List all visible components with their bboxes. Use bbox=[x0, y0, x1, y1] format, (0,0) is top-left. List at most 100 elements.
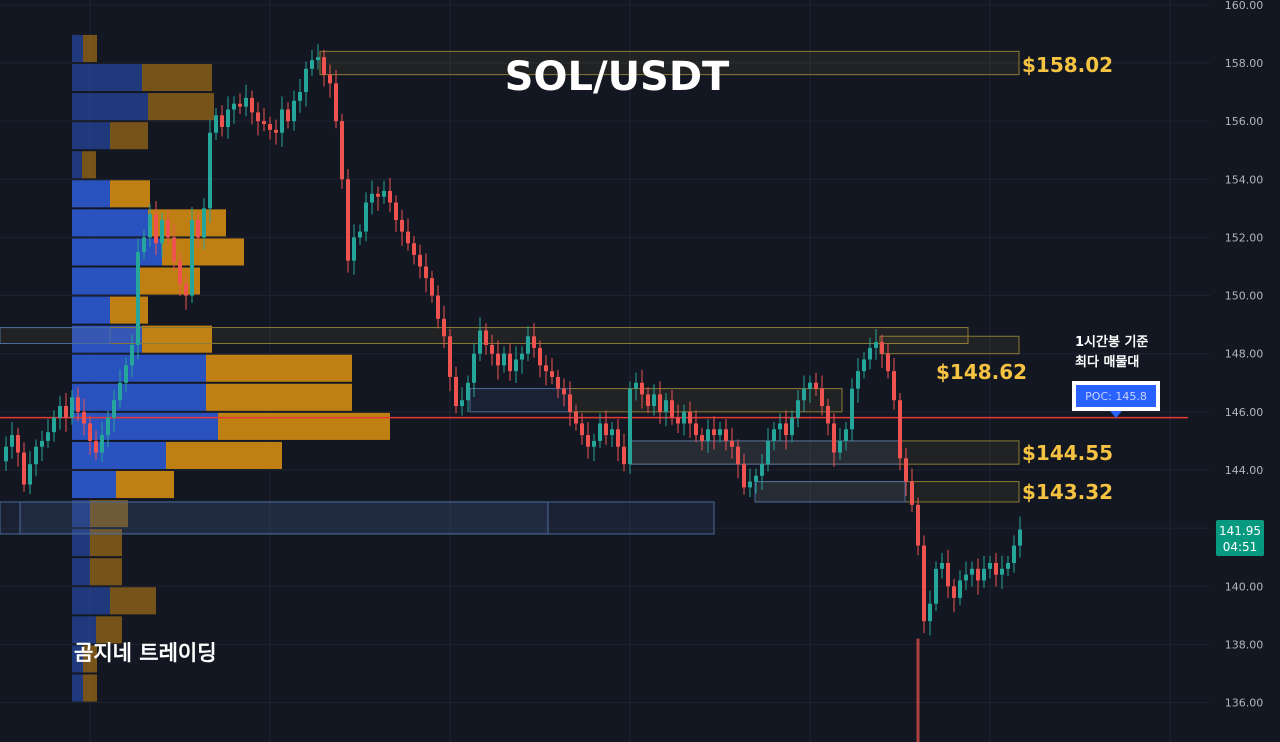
volume-profile-sell-bar bbox=[110, 296, 148, 324]
candle-body bbox=[124, 365, 128, 383]
candle-body bbox=[514, 359, 518, 372]
volume-profile-sell-bar bbox=[142, 64, 212, 92]
candle-body bbox=[814, 382, 818, 389]
candle-body bbox=[958, 580, 962, 598]
volume-profile-buy-bar bbox=[72, 674, 83, 702]
candle-body bbox=[400, 219, 404, 232]
candle-body bbox=[832, 423, 836, 453]
candle-body bbox=[862, 359, 866, 372]
zone-144-blue bbox=[629, 440, 901, 465]
volume-profile-sell-bar bbox=[83, 34, 97, 62]
candle-body bbox=[196, 219, 200, 238]
zone-148-right bbox=[879, 335, 1020, 355]
volume-profile-sell-bar bbox=[82, 151, 96, 179]
volume-profile-buy-bar bbox=[72, 238, 162, 266]
candle-body bbox=[562, 388, 566, 395]
candle-body bbox=[238, 103, 242, 107]
candle-body bbox=[94, 440, 98, 453]
candle-body bbox=[310, 60, 314, 69]
candle-body bbox=[580, 423, 584, 436]
zone-142-inner bbox=[19, 501, 549, 535]
volume-profile-buy-bar bbox=[72, 64, 142, 92]
volume-profile-buy-bar bbox=[72, 180, 110, 208]
zone-148-left-blue bbox=[0, 327, 111, 345]
y-tick-label: 158.00 bbox=[1225, 57, 1264, 70]
candle-body bbox=[100, 435, 104, 453]
y-tick-label: 144.00 bbox=[1225, 464, 1264, 477]
candle-body bbox=[940, 563, 944, 569]
candle-body bbox=[274, 129, 278, 133]
y-tick-label: 156.00 bbox=[1225, 115, 1264, 128]
candle-body bbox=[556, 376, 560, 389]
volume-profile-sell-bar bbox=[218, 412, 390, 440]
volume-profile-sell-bar bbox=[148, 209, 226, 237]
volume-profile-sell-bar bbox=[148, 93, 214, 121]
candle-body bbox=[244, 97, 248, 107]
candle-body bbox=[160, 219, 164, 244]
candle-body bbox=[172, 237, 176, 261]
candle-body bbox=[286, 109, 290, 122]
candle-body bbox=[1000, 568, 1004, 575]
candle-body bbox=[778, 423, 782, 430]
volume-profile-buy-bar bbox=[72, 354, 206, 382]
volume-profile-buy-bar bbox=[72, 412, 218, 440]
candle-body bbox=[412, 243, 416, 255]
y-tick-label: 152.00 bbox=[1225, 231, 1264, 244]
volume-profile-sell-bar bbox=[83, 674, 97, 702]
annotation-line1: 1시간봉 기준 bbox=[1075, 334, 1148, 350]
candle-body bbox=[142, 237, 146, 252]
candle-body bbox=[496, 353, 500, 366]
candle-body bbox=[952, 586, 956, 598]
candle-body bbox=[466, 382, 470, 401]
candle-body bbox=[340, 121, 344, 180]
candle-body bbox=[934, 568, 938, 604]
watermark-text: 곰지네 트레이딩 bbox=[74, 641, 217, 665]
candle-body bbox=[736, 446, 740, 465]
candle-body bbox=[508, 353, 512, 372]
candle-body bbox=[262, 121, 266, 125]
candle-body bbox=[802, 388, 806, 401]
candle-body bbox=[388, 190, 392, 203]
candle-body bbox=[292, 100, 296, 122]
y-tick-label: 160.00 bbox=[1225, 0, 1264, 12]
candle-body bbox=[28, 464, 32, 485]
price-axis[interactable]: 160.00 158.00 156.00 154.00 152.00 150.00 148.… bbox=[1225, 0, 1264, 710]
volume-profile-buy-bar bbox=[72, 34, 83, 62]
candle-body bbox=[220, 115, 224, 127]
volume-profile-sell-bar bbox=[206, 354, 352, 382]
candle-body bbox=[472, 353, 476, 383]
candle-body bbox=[856, 371, 860, 389]
candle-body bbox=[16, 435, 20, 453]
candle-body bbox=[532, 336, 536, 348]
y-tick-label: 150.00 bbox=[1225, 290, 1264, 303]
zone-158 bbox=[319, 50, 1020, 76]
last-price-countdown: 04:51 bbox=[1223, 540, 1258, 554]
volume-profile-buy-bar bbox=[72, 209, 148, 237]
candle-body bbox=[64, 406, 68, 418]
candle-body bbox=[52, 417, 56, 433]
candle-body bbox=[520, 353, 524, 360]
candle-body bbox=[322, 57, 326, 75]
candle-body bbox=[742, 464, 746, 488]
candle-body bbox=[1018, 529, 1022, 546]
candle-body bbox=[1006, 563, 1010, 569]
volume-profile-sell-bar bbox=[110, 122, 148, 150]
last-price-tag: 141.95 04:51 bbox=[1216, 520, 1264, 556]
candles bbox=[4, 44, 1022, 742]
volume-profile-buy-bar bbox=[72, 645, 83, 673]
candle-body bbox=[928, 603, 932, 622]
y-tick-label: 136.00 bbox=[1225, 697, 1264, 710]
candle-body bbox=[130, 344, 134, 366]
volume-profile-buy-bar bbox=[72, 441, 166, 469]
candle-body bbox=[250, 97, 254, 113]
candle-body bbox=[334, 83, 338, 122]
last-price-value: 141.95 bbox=[1219, 524, 1261, 538]
y-tick-label: 154.00 bbox=[1225, 173, 1264, 186]
volume-profile-buy-bar bbox=[72, 93, 148, 121]
candle-body bbox=[550, 371, 554, 377]
volume-profile-buy-bar bbox=[72, 616, 96, 644]
candle-body bbox=[316, 57, 320, 61]
candle-body bbox=[898, 400, 902, 459]
zone-146-blue bbox=[469, 388, 571, 413]
